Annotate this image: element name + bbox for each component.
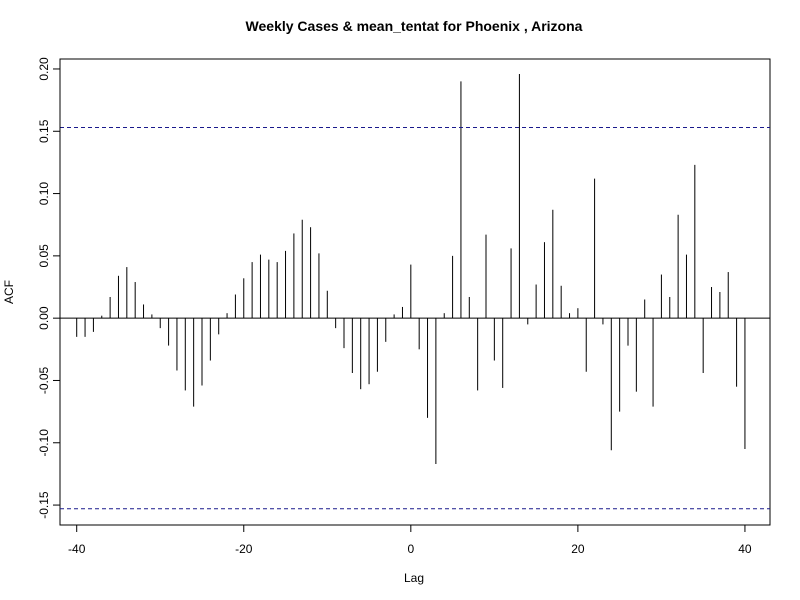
y-axis: -0.15 -0.10 -0.05 0.00 0.05 0.10 0.15 0.20	[37, 57, 61, 519]
y-tick-label: 0.10	[37, 182, 51, 206]
chart-title: Weekly Cases & mean_tentat for Phoenix ,…	[246, 18, 583, 34]
x-axis: -40 -20 0 20 40	[68, 524, 752, 556]
y-axis-label: ACF	[2, 280, 16, 304]
x-tick-label: 40	[738, 542, 752, 556]
y-tick-label: 0.20	[37, 57, 51, 81]
x-tick-label: 20	[571, 542, 585, 556]
y-tick-label: -0.10	[37, 429, 51, 457]
plot-frame	[59, 58, 771, 526]
y-tick-label: -0.05	[37, 366, 51, 394]
x-tick-label: -20	[235, 542, 253, 556]
y-tick-label: -0.15	[37, 491, 51, 519]
y-tick-label: 0.15	[37, 119, 51, 143]
y-tick-label: 0.00	[37, 306, 51, 330]
acf-bars	[76, 73, 746, 464]
x-tick-label: 0	[407, 542, 414, 556]
y-tick-label: 0.05	[37, 244, 51, 268]
x-axis-label: Lag	[404, 571, 424, 585]
x-tick-label: -40	[68, 542, 86, 556]
